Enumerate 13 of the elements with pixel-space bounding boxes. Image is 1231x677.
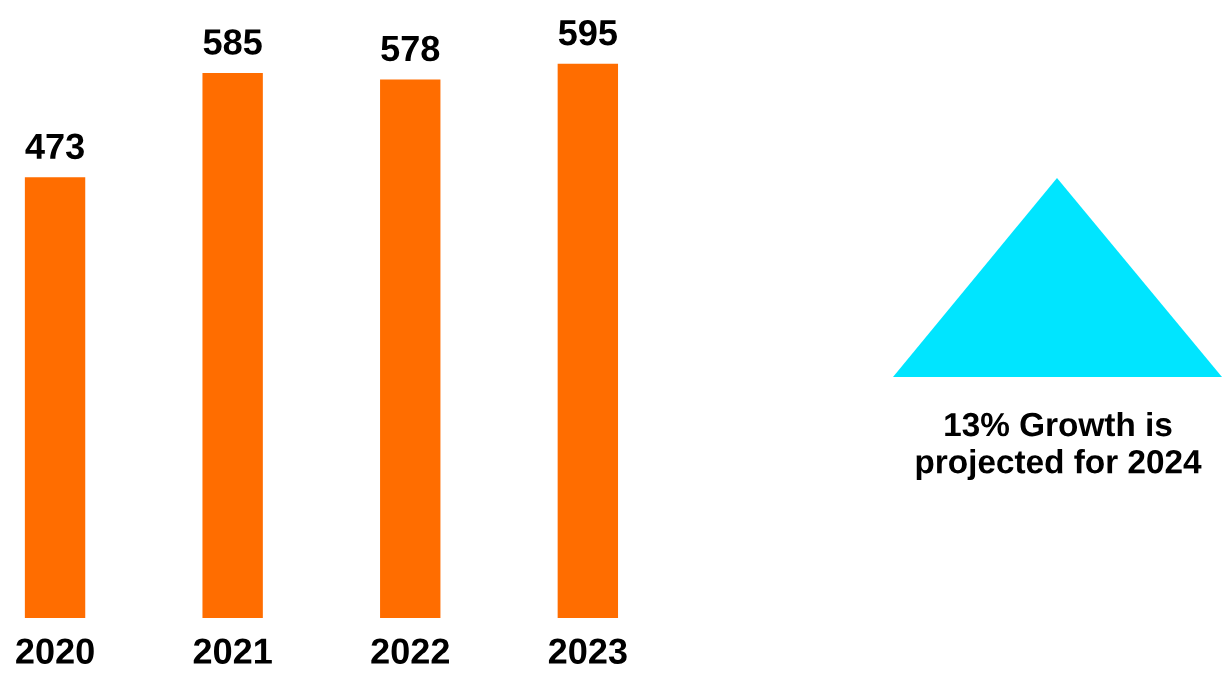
bar	[557, 63, 619, 618]
text: 13% Growth is projected for 2024	[916, 411, 1202, 481]
bar	[24, 177, 86, 618]
x-tick-label: 2022	[371, 638, 449, 664]
x-tick-label: 2021	[193, 638, 272, 664]
data-label: 595	[558, 19, 617, 46]
data-label: 473	[25, 133, 84, 160]
x-tick-label: 2020	[16, 638, 94, 664]
data-label: 585	[203, 29, 262, 55]
bar	[380, 79, 441, 618]
x-tick-label: 2023	[548, 638, 627, 665]
data-label: 578	[381, 35, 440, 62]
bar	[202, 73, 263, 618]
